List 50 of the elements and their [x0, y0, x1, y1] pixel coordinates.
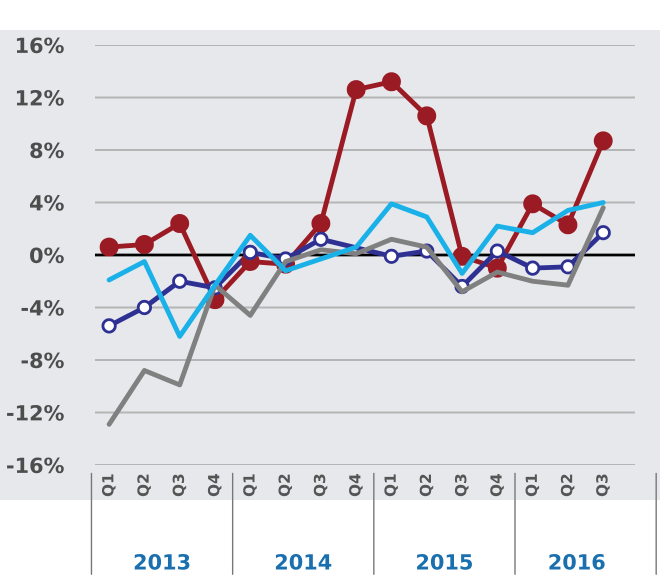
point — [102, 318, 117, 334]
x-tick-label: Q1 — [102, 474, 116, 496]
point — [490, 243, 505, 259]
point — [523, 194, 542, 214]
point — [170, 214, 190, 233]
text: 2013 — [134, 554, 190, 570]
x-tick-label: Q2 — [420, 474, 434, 496]
point — [242, 244, 258, 260]
point — [417, 106, 436, 126]
x-tick-label: Q1 — [384, 474, 398, 496]
point — [172, 274, 188, 289]
point — [382, 72, 401, 92]
point — [346, 80, 366, 100]
line-series — [106, 200, 606, 339]
text: 2014 — [276, 554, 332, 570]
point — [311, 214, 330, 233]
x-tick-label: Q3 — [596, 474, 610, 496]
point — [134, 235, 154, 254]
y-tick-label: -8% — [22, 352, 64, 368]
x-tick-label: Q2 — [278, 474, 292, 496]
y-tick-label: 8% — [30, 142, 64, 158]
y-tick-label: 4% — [30, 194, 64, 211]
x-tick-label: Q4 — [490, 474, 504, 496]
x-tick-label: Q3 — [172, 474, 186, 496]
x-tick-label: Q3 — [454, 474, 469, 496]
x-tick-label: Q4 — [349, 474, 363, 496]
point — [313, 232, 328, 247]
point — [100, 238, 119, 257]
point — [558, 215, 578, 234]
text: 2016 — [549, 554, 605, 570]
point — [136, 300, 152, 316]
x-tick-label: Q3 — [314, 474, 328, 496]
point — [560, 259, 576, 274]
y-tick-label: -4% — [22, 300, 64, 316]
y-tick-label: 16% — [16, 37, 64, 54]
point — [525, 260, 540, 276]
point — [384, 248, 400, 264]
point — [594, 131, 613, 150]
x-tick-label: Q2 — [560, 474, 574, 496]
point — [596, 225, 611, 240]
x-tick-label: Q4 — [208, 474, 222, 496]
y-tick-label: -16% — [7, 457, 64, 474]
x-tick-label: Q2 — [137, 474, 151, 496]
x-tick-label: Q1 — [243, 474, 257, 496]
y-tick-label: 0% — [30, 247, 64, 264]
y-tick-label: 12% — [16, 90, 64, 106]
line-series — [106, 205, 606, 427]
x-tick-label: Q1 — [526, 474, 540, 496]
text: 2015 — [417, 554, 472, 570]
y-tick-label: -12% — [7, 404, 64, 421]
